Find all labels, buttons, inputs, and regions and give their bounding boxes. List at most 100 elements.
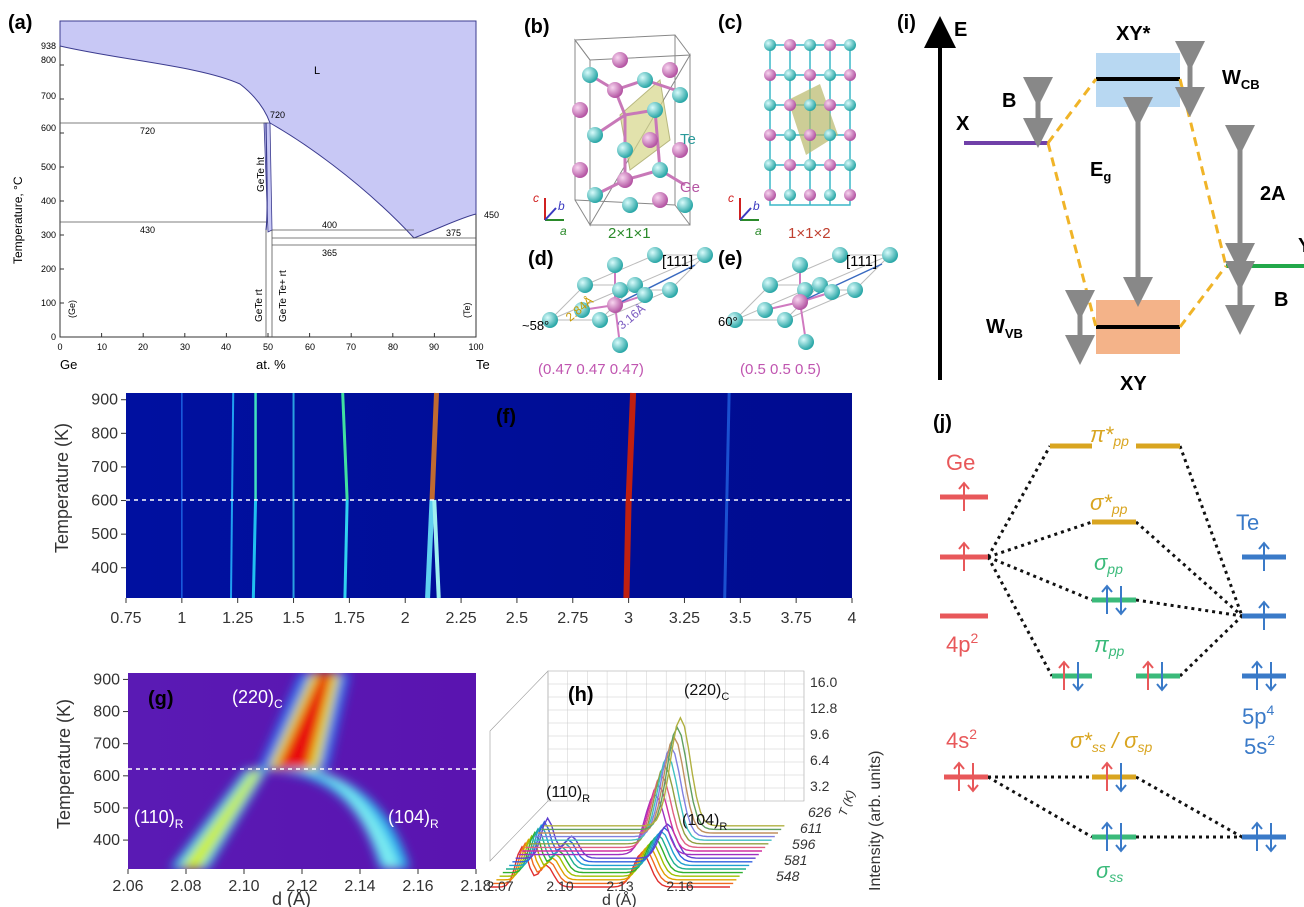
x-tick-label: 3.5 [729,610,751,627]
label-x: X [956,113,970,135]
value-720-peak: 720 [270,110,285,120]
crystal-structures: Te Ge c b a 2×1×1 c b a 1×1×2 [111] 2.84 [522,34,898,378]
y-tick-label: 500 [41,162,56,172]
value-400: 400 [322,220,337,230]
x-tick-label: 2.08 [170,878,201,895]
peak-110-r: (110)R [134,807,184,831]
y-tick-label: 600 [41,123,56,133]
coord-e: (0.5 0.5 0.5) [740,361,821,378]
te-atom [824,69,836,81]
region-liquid: L [314,65,320,77]
value-365: 365 [322,248,337,258]
ge-atom [784,99,796,111]
y-tick-label: 900 [91,392,118,409]
label-wvb: WVB [986,316,1023,341]
ge-atom [672,142,688,158]
peak-104-r: (104)R [388,807,439,831]
x-mid-label: at. % [256,357,286,372]
x-tick-label: 100 [468,342,483,352]
x-tick-label: 1.75 [334,610,365,627]
label-gete-ht: GeTe ht [256,157,267,192]
label-te: Te [1236,510,1259,535]
x-tick-label: 1 [177,610,186,627]
label-pi-pp: πpp [1094,632,1125,659]
heatmap-f: (f) 0.75 1 1.25 1.5 1.75 2 2.25 2.5 2.75 3 3.25 3.5… [52,392,857,627]
x-tick-label: 50 [263,342,273,352]
z-tick-label: 6.4 [810,752,830,768]
waterfall-curve [541,725,782,831]
y-tick-label: 800 [91,425,118,442]
waterfall-curve [490,845,730,888]
x-tick-label: 80 [388,342,398,352]
x-tick-label: 2.13 [606,878,633,894]
label-ge-side: (Ge) [67,300,77,318]
axis-a: a [755,224,762,238]
value-375: 375 [446,228,461,238]
x-tick-label: 2.12 [286,878,317,895]
panel-label-c: (c) [718,12,743,34]
panel-label-f: (f) [496,406,516,428]
axis-c: c [728,191,734,205]
label-gete-te-rt: GeTe Te+ rt [278,270,289,322]
waterfall-curve [493,841,734,885]
te-atom [844,159,856,171]
label-antibonding: XY* [1116,23,1151,45]
label-2a: 2A [1260,183,1286,205]
x-tick-label: 2.16 [666,878,693,894]
z-tick-label: 3.2 [810,778,830,794]
te-atom [762,277,778,293]
label-gete-rt: GeTe rt [254,289,265,322]
label-b-bottom: B [1274,289,1288,311]
y-tick-label: 100 [41,298,56,308]
ge-atom [824,159,836,171]
ge-atom [652,192,668,208]
x-tick-label: 2.06 [112,878,143,895]
waterfall-curve [509,823,750,867]
y-tick-label: 300 [41,230,56,240]
z-tick-label: 9.6 [810,726,830,742]
label-ge: Ge [946,450,975,475]
y-tick-label: 400 [41,196,56,206]
ge-atom [764,129,776,141]
label-ge: Ge [680,179,700,196]
x-tick-label: 90 [429,342,439,352]
z-axis-title: Intensity (arb. units) [867,751,884,892]
te-atom [798,334,814,350]
te-atom [784,129,796,141]
te-atom [647,247,663,263]
ge-atom [572,102,588,118]
te-atom [764,99,776,111]
value-430: 430 [140,225,155,235]
direction-111: [111] [662,253,693,270]
z-tick-label: 12.8 [810,700,837,716]
y-tick-label: 700 [93,736,120,753]
te-atom [637,72,653,88]
label-te-side: (Te) [462,302,472,318]
y-tick-label: 700 [91,459,118,476]
t-axis-title: T (K) [836,788,858,818]
x-tick-label: 1.25 [222,610,253,627]
x-tick-label: 2.07 [486,878,513,894]
x-tick-label: 2 [401,610,410,627]
label-bonding: XY [1120,373,1147,395]
label-ge-4s: 4s2 [946,726,977,753]
x-left-label: Ge [60,357,77,372]
angle-d: ~58° [522,318,549,333]
y-tick-label: 0 [51,332,56,342]
ge-atom [764,189,776,201]
te-atom [812,277,828,293]
ge-atom [662,62,678,78]
te-atom [764,39,776,51]
label-pi-star: π*pp [1090,422,1129,449]
te-atom [697,247,713,263]
x-tick-label: 2.18 [460,878,490,895]
value-450: 450 [484,210,499,220]
te-atom [627,277,643,293]
ge-atom [824,39,836,51]
x-tick-label: 2.16 [402,878,433,895]
waterfall-curve [534,745,775,838]
ge-atom [607,82,623,98]
te-atom [652,162,668,178]
energy-level-diagram: E X Y XY* XY B B Eg WCB WVB 2A [924,16,1304,395]
label-te: Te [680,131,696,148]
